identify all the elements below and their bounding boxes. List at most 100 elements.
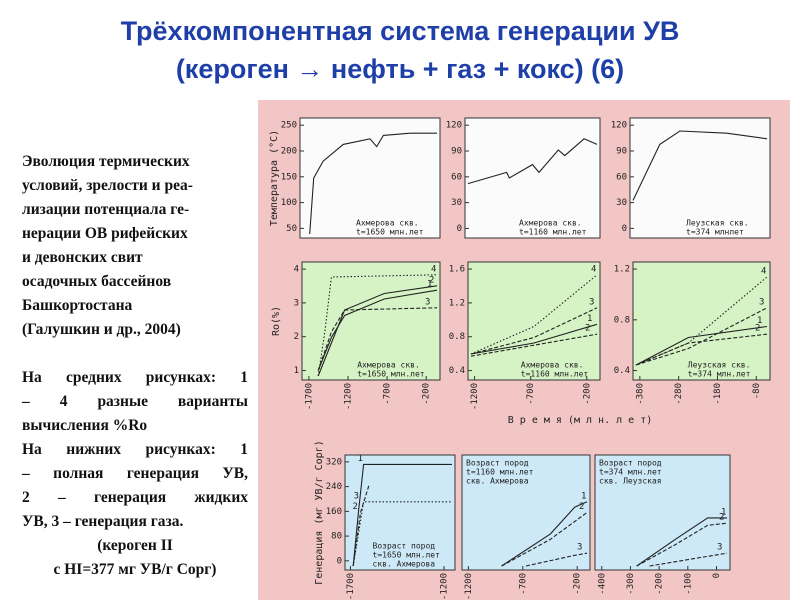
caption: t=1650 млн.лет [373, 551, 441, 560]
caption: Ахмерова скв. [356, 219, 419, 228]
text-line: (Галушкин и др., 2004) [22, 321, 181, 338]
x-tick-label: -1200 [470, 383, 480, 410]
y-tick-label: 320 [326, 457, 342, 467]
curve [649, 552, 728, 567]
x-tick-label: -200 [573, 573, 583, 595]
y-tick-label: 0.8 [449, 332, 465, 342]
title-line: (кероген → нефть + газ + кокс) (6) [175, 54, 625, 84]
title-line: Трёхкомпонентная система генерации УВ [120, 16, 680, 46]
curve-label: 2 [585, 324, 590, 334]
title: Трёхкомпонентная система генерации УВ (к… [0, 12, 800, 88]
caption: Ахмерова скв. [519, 219, 582, 228]
y-tick-label: 0.4 [449, 366, 465, 376]
x-tick-label: -200 [582, 383, 592, 405]
y-tick-label: 1.6 [449, 265, 465, 275]
y-tick-label: 60 [616, 172, 627, 182]
text-line: вычисления %Ro [22, 417, 148, 434]
x-tick-label: -700 [526, 383, 536, 405]
text-line: нерации ОВ рифейских [22, 225, 188, 242]
y-tick-label: 0.8 [614, 315, 630, 325]
panel [461, 454, 591, 571]
caption: Возраст пород [373, 542, 436, 551]
curve-label: 1 [757, 316, 762, 326]
curve-label: 1 [581, 491, 586, 501]
x-tick-label: -200 [422, 383, 432, 405]
curve-label: 2 [755, 324, 760, 334]
curve [317, 307, 438, 371]
caption: скв. Ахмерова [466, 477, 529, 486]
panel [632, 261, 771, 381]
y-tick-label: 1 [294, 366, 299, 376]
paragraph: На нижних рисунках: 1 – полная генерация … [22, 438, 248, 534]
y-tick-label: 240 [326, 482, 342, 492]
y-tick-label: 250 [281, 121, 297, 131]
x-tick-label: -300 [626, 573, 636, 595]
x-tick-label: -200 [655, 573, 665, 595]
y-tick-label: 30 [616, 198, 627, 208]
text-line: Эволюция термических [22, 153, 190, 170]
x-tick-label: -280 [674, 383, 684, 405]
curve [352, 463, 452, 567]
panel [344, 454, 456, 571]
curve-label: 2 [429, 275, 434, 285]
y-tick-label: 1.2 [449, 298, 465, 308]
curve-label: 1 [587, 314, 592, 324]
curve [470, 333, 598, 357]
caption: t=1650 млн.лет [356, 228, 424, 237]
curve-label: 2 [719, 513, 724, 523]
curve [317, 289, 438, 371]
caption: t=374 млнлет [686, 228, 744, 237]
y-tick-label: 0 [457, 224, 462, 234]
y-tick-label: 120 [446, 121, 462, 131]
curve-label: 4 [761, 267, 766, 277]
paragraph: Эволюция термических условий, зрелости и … [22, 150, 248, 342]
y-tick-label: 0.4 [614, 366, 630, 376]
curve-label: 3 [354, 491, 359, 501]
y-axis-label: Генерация (мг УВ/г Сорг) [314, 440, 325, 585]
curve [470, 307, 598, 355]
x-tick-label: -380 [635, 383, 645, 405]
text-line: Башкортостана [22, 297, 133, 314]
x-tick-label: -700 [383, 383, 393, 405]
curve-label: 1 [427, 280, 432, 290]
text-line: На средних рисунках: 1 [22, 369, 248, 386]
curve [636, 517, 727, 567]
description: Эволюция термических условий, зрелости и … [22, 150, 248, 582]
caption: t=1160 млн.лет [466, 468, 534, 477]
y-tick-label: 0 [622, 224, 627, 234]
x-tick-label: -1200 [464, 573, 474, 600]
y-tick-label: 4 [294, 265, 299, 275]
paragraph: На средних рисунках: 1 – 4 разные вариант… [22, 366, 248, 438]
y-tick-label: 3 [294, 298, 299, 308]
text-line: осадочных бассейнов [22, 273, 172, 290]
text-line: – полная генерация УВ, [22, 465, 248, 482]
y-tick-label: 120 [611, 121, 627, 131]
text-line: На нижних рисунках: 1 [22, 441, 248, 458]
x-axis-label: В р е м я (м л н. л е т) [508, 415, 653, 426]
caption: скв. Леузская [599, 477, 662, 486]
y-tick-label: 1.2 [614, 265, 630, 275]
x-tick-label: -1200 [344, 383, 354, 410]
caption: t=1160 млн.лет [521, 370, 589, 379]
y-tick-label: 60 [451, 172, 462, 182]
y-tick-label: 90 [616, 147, 627, 157]
curve-label: 2 [352, 502, 357, 512]
curve [501, 512, 588, 567]
x-tick-label: 0 [712, 573, 722, 578]
curve [352, 485, 370, 567]
curve [635, 325, 768, 366]
x-tick-label: -700 [518, 573, 528, 595]
caption: t=374 млн.лет [599, 468, 662, 477]
y-tick-label: 50 [286, 224, 297, 234]
panel [299, 117, 441, 239]
caption: t=374 млн.лет [688, 370, 751, 379]
curve [635, 307, 768, 366]
text-line: и девонских свит [22, 249, 143, 266]
curve [501, 501, 588, 567]
curve [467, 138, 598, 185]
panel [629, 117, 771, 239]
curve [632, 130, 768, 201]
curve-label: 3 [425, 297, 430, 307]
panel [467, 261, 601, 381]
